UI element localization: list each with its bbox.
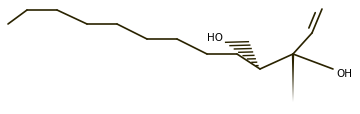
Text: OH: OH bbox=[336, 68, 352, 78]
Text: HO: HO bbox=[207, 33, 223, 43]
Polygon shape bbox=[292, 54, 294, 102]
